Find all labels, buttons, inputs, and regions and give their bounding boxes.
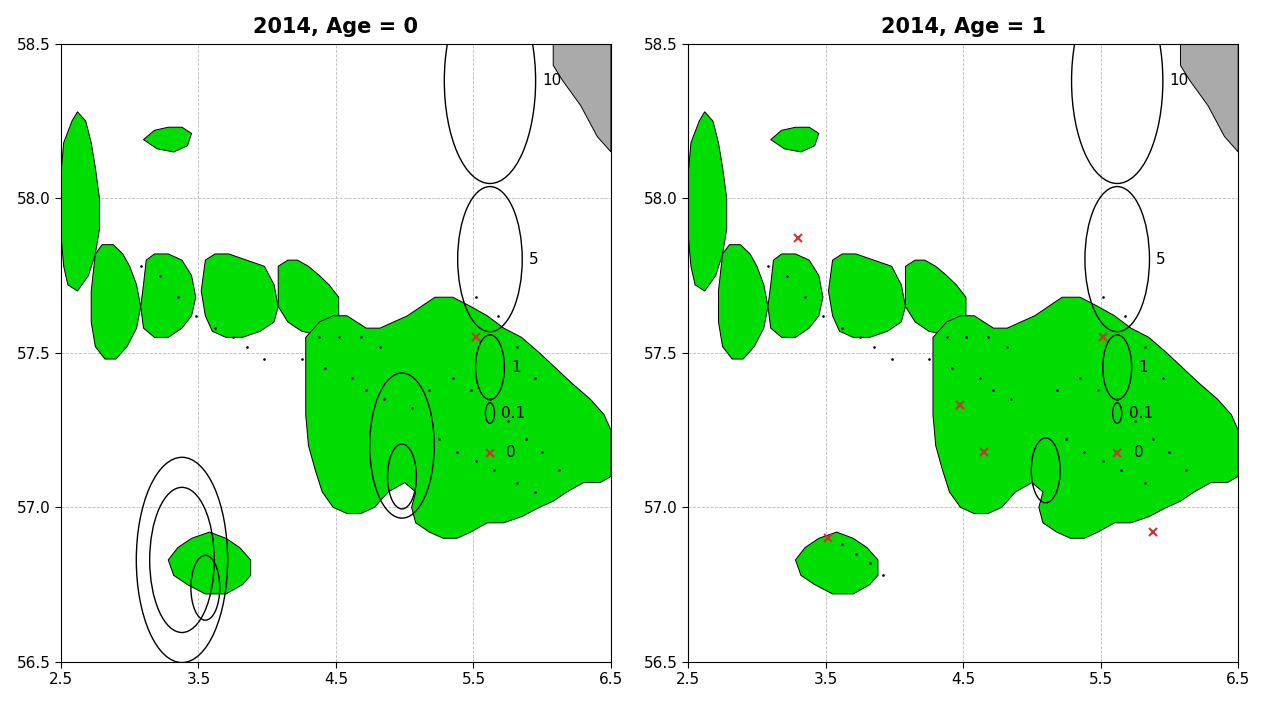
Polygon shape: [768, 254, 824, 337]
Polygon shape: [305, 297, 611, 539]
Title: 2014, Age = 0: 2014, Age = 0: [253, 17, 418, 37]
Text: 1: 1: [512, 360, 521, 375]
Polygon shape: [829, 254, 906, 337]
Polygon shape: [201, 254, 279, 337]
Text: 1: 1: [1139, 360, 1148, 375]
Polygon shape: [906, 260, 965, 334]
Text: 0.1: 0.1: [502, 406, 526, 420]
Polygon shape: [796, 532, 878, 594]
Text: 10: 10: [1169, 73, 1188, 89]
Text: 0.1: 0.1: [1129, 406, 1153, 420]
Text: 5: 5: [1157, 251, 1166, 267]
Polygon shape: [933, 297, 1238, 539]
Text: 5: 5: [530, 251, 538, 267]
Polygon shape: [143, 127, 191, 152]
Text: 10: 10: [542, 73, 561, 89]
Polygon shape: [279, 260, 338, 334]
Polygon shape: [1181, 44, 1238, 152]
Polygon shape: [169, 532, 251, 594]
Title: 2014, Age = 1: 2014, Age = 1: [881, 17, 1045, 37]
Polygon shape: [770, 127, 818, 152]
Polygon shape: [91, 245, 141, 359]
Text: 0: 0: [507, 445, 516, 460]
Text: 0: 0: [1134, 445, 1143, 460]
Polygon shape: [688, 112, 727, 291]
Polygon shape: [141, 254, 195, 337]
Polygon shape: [718, 245, 768, 359]
Polygon shape: [61, 112, 99, 291]
Polygon shape: [554, 44, 611, 152]
